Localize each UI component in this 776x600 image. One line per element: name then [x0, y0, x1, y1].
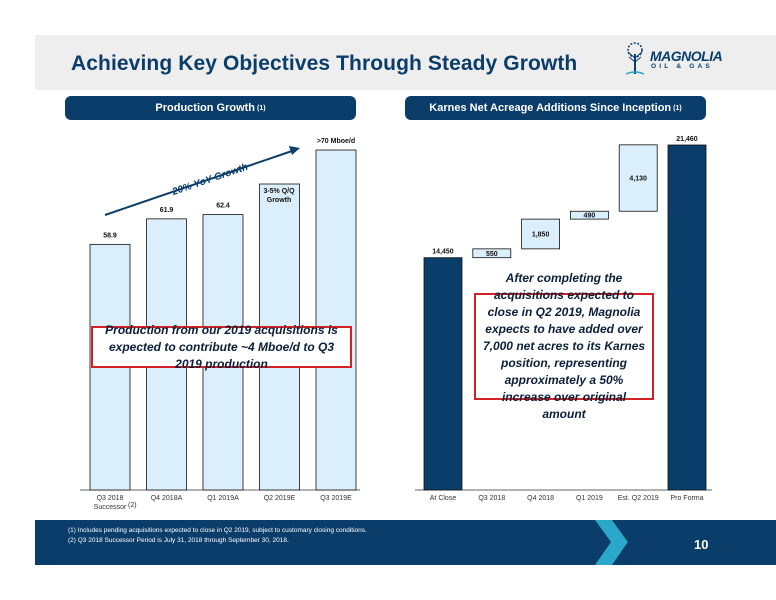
production-value-label: 62.4 [216, 203, 230, 210]
left-panel-header: Production Growth (1) [65, 96, 356, 120]
production-value-label: 58.9 [103, 232, 117, 239]
successor-note: (2) [128, 502, 137, 509]
production-category-label: Q3 2019E [320, 495, 352, 502]
acreage-value-label: 21,460 [676, 136, 698, 143]
left-panel-header-note: (1) [257, 104, 266, 112]
logo-name: MAGNOLIA [650, 48, 723, 64]
production-value-label: 61.9 [160, 207, 174, 214]
charts: 58.9 Q3 2018 Successor (2) 61.9 Q4 2018A 62.4 Q… [80, 136, 712, 511]
acreage-value-label: 1,850 [532, 231, 550, 238]
acreage-value-label: 550 [486, 251, 498, 258]
production-category-label: Q3 2018 [97, 495, 124, 502]
left-callout: Production from our 2019 acquisitions is… [91, 323, 352, 371]
right-panel-header: Karnes Net Acreage Additions Since Incep… [405, 96, 706, 120]
tree-icon [625, 42, 645, 75]
footnotes: (1) Includes pending acquisitions expect… [68, 526, 367, 546]
production-category-label: Q1 2019A [207, 495, 239, 502]
acreage-bar [618, 144, 658, 212]
production-value-label: >70 Mboe/d [317, 138, 355, 145]
production-category-label: Successor [94, 504, 127, 511]
acreage-category-label: Est. Q2 2019 [618, 495, 659, 502]
acreage-value-label: 490 [584, 213, 596, 220]
production-bar [315, 149, 357, 491]
acreage-category-label: Q3 2018 [478, 495, 505, 502]
production-category-label: Q4 2018A [151, 495, 183, 502]
acreage-value-label: 4,130 [629, 176, 647, 183]
footnote-1: (1) Includes pending acquisitions expect… [68, 527, 367, 534]
page-title: Achieving Key Objectives Through Steady … [71, 52, 578, 75]
acreage-category-label: Pro Forma [670, 495, 703, 502]
footnote-2: (2) Q3 2018 Successor Period is July 31,… [68, 537, 289, 544]
acreage-bar [570, 210, 609, 220]
footer-accent [595, 520, 776, 565]
acreage-bar [472, 248, 512, 259]
growth-label: ~20% YoY Growth [165, 162, 249, 200]
acreage-bar [521, 218, 560, 250]
acreage-bar [667, 144, 707, 491]
right-panel-header-text: Karnes Net Acreage Additions Since Incep… [429, 102, 672, 114]
qq-growth-label-line2: Growth [267, 197, 292, 204]
header-band [35, 35, 776, 90]
acreage-bar [423, 257, 463, 491]
logo-subtitle: OIL & GAS [651, 63, 713, 70]
karnes-acreage-chart: 14,450 At Close 550 Q3 2018 1,850 Q4 2018 490 Q… [415, 136, 712, 502]
right-callout: After completing the acquisitions expect… [474, 271, 654, 421]
growth-arrow-head [289, 146, 300, 155]
acreage-value-label: 14,450 [432, 249, 454, 256]
left-panel-header-text: Production Growth [155, 102, 256, 114]
right-panel-header-note: (1) [673, 104, 682, 112]
page-number: 10 [694, 537, 709, 552]
acreage-category-label: Q4 2018 [527, 495, 554, 502]
logo [625, 42, 645, 75]
production-category-label: Q2 2019E [264, 495, 296, 502]
qq-growth-label-line1: 3-5% Q/Q [263, 188, 295, 195]
acreage-category-label: At Close [430, 495, 457, 502]
growth-arrow [104, 150, 293, 216]
acreage-category-label: Q1 2019 [576, 495, 603, 502]
